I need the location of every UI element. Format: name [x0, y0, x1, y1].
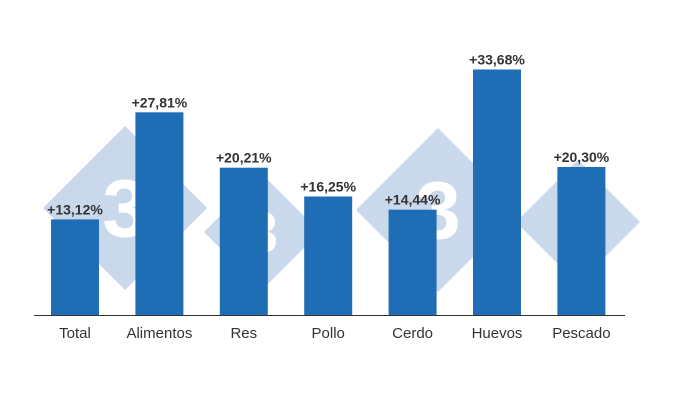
category-label-alimentos: Alimentos — [126, 325, 192, 342]
category-labels: Total Alimentos Res Pollo Cerdo Huevos Pescado — [59, 325, 610, 342]
bar-cerdo — [388, 209, 437, 315]
bars-group — [51, 69, 606, 315]
bar-res — [219, 167, 268, 315]
value-label-res: +20,21% — [216, 150, 272, 166]
value-label-total: +13,12% — [47, 201, 103, 217]
value-label-pescado: +20,30% — [554, 149, 610, 165]
value-labels: +13,12% +27,81% +20,21% +16,25% +14,44% +33,6… — [47, 52, 610, 218]
bar-pescado — [557, 167, 606, 315]
bar-alimentos — [135, 112, 184, 315]
bar-total — [51, 219, 99, 315]
category-label-total: Total — [59, 325, 91, 342]
value-label-cerdo: +14,44% — [385, 192, 441, 208]
value-label-alimentos: +27,81% — [132, 94, 188, 110]
bar-pollo — [304, 196, 353, 315]
category-label-pollo: Pollo — [312, 325, 345, 342]
category-label-pescado: Pescado — [552, 325, 610, 342]
category-label-res: Res — [230, 325, 257, 342]
category-label-huevos: Huevos — [472, 325, 523, 342]
value-label-huevos: +33,68% — [469, 52, 525, 68]
bar-huevos — [473, 69, 521, 315]
category-label-cerdo: Cerdo — [392, 325, 433, 342]
value-label-pollo: +16,25% — [300, 179, 356, 195]
